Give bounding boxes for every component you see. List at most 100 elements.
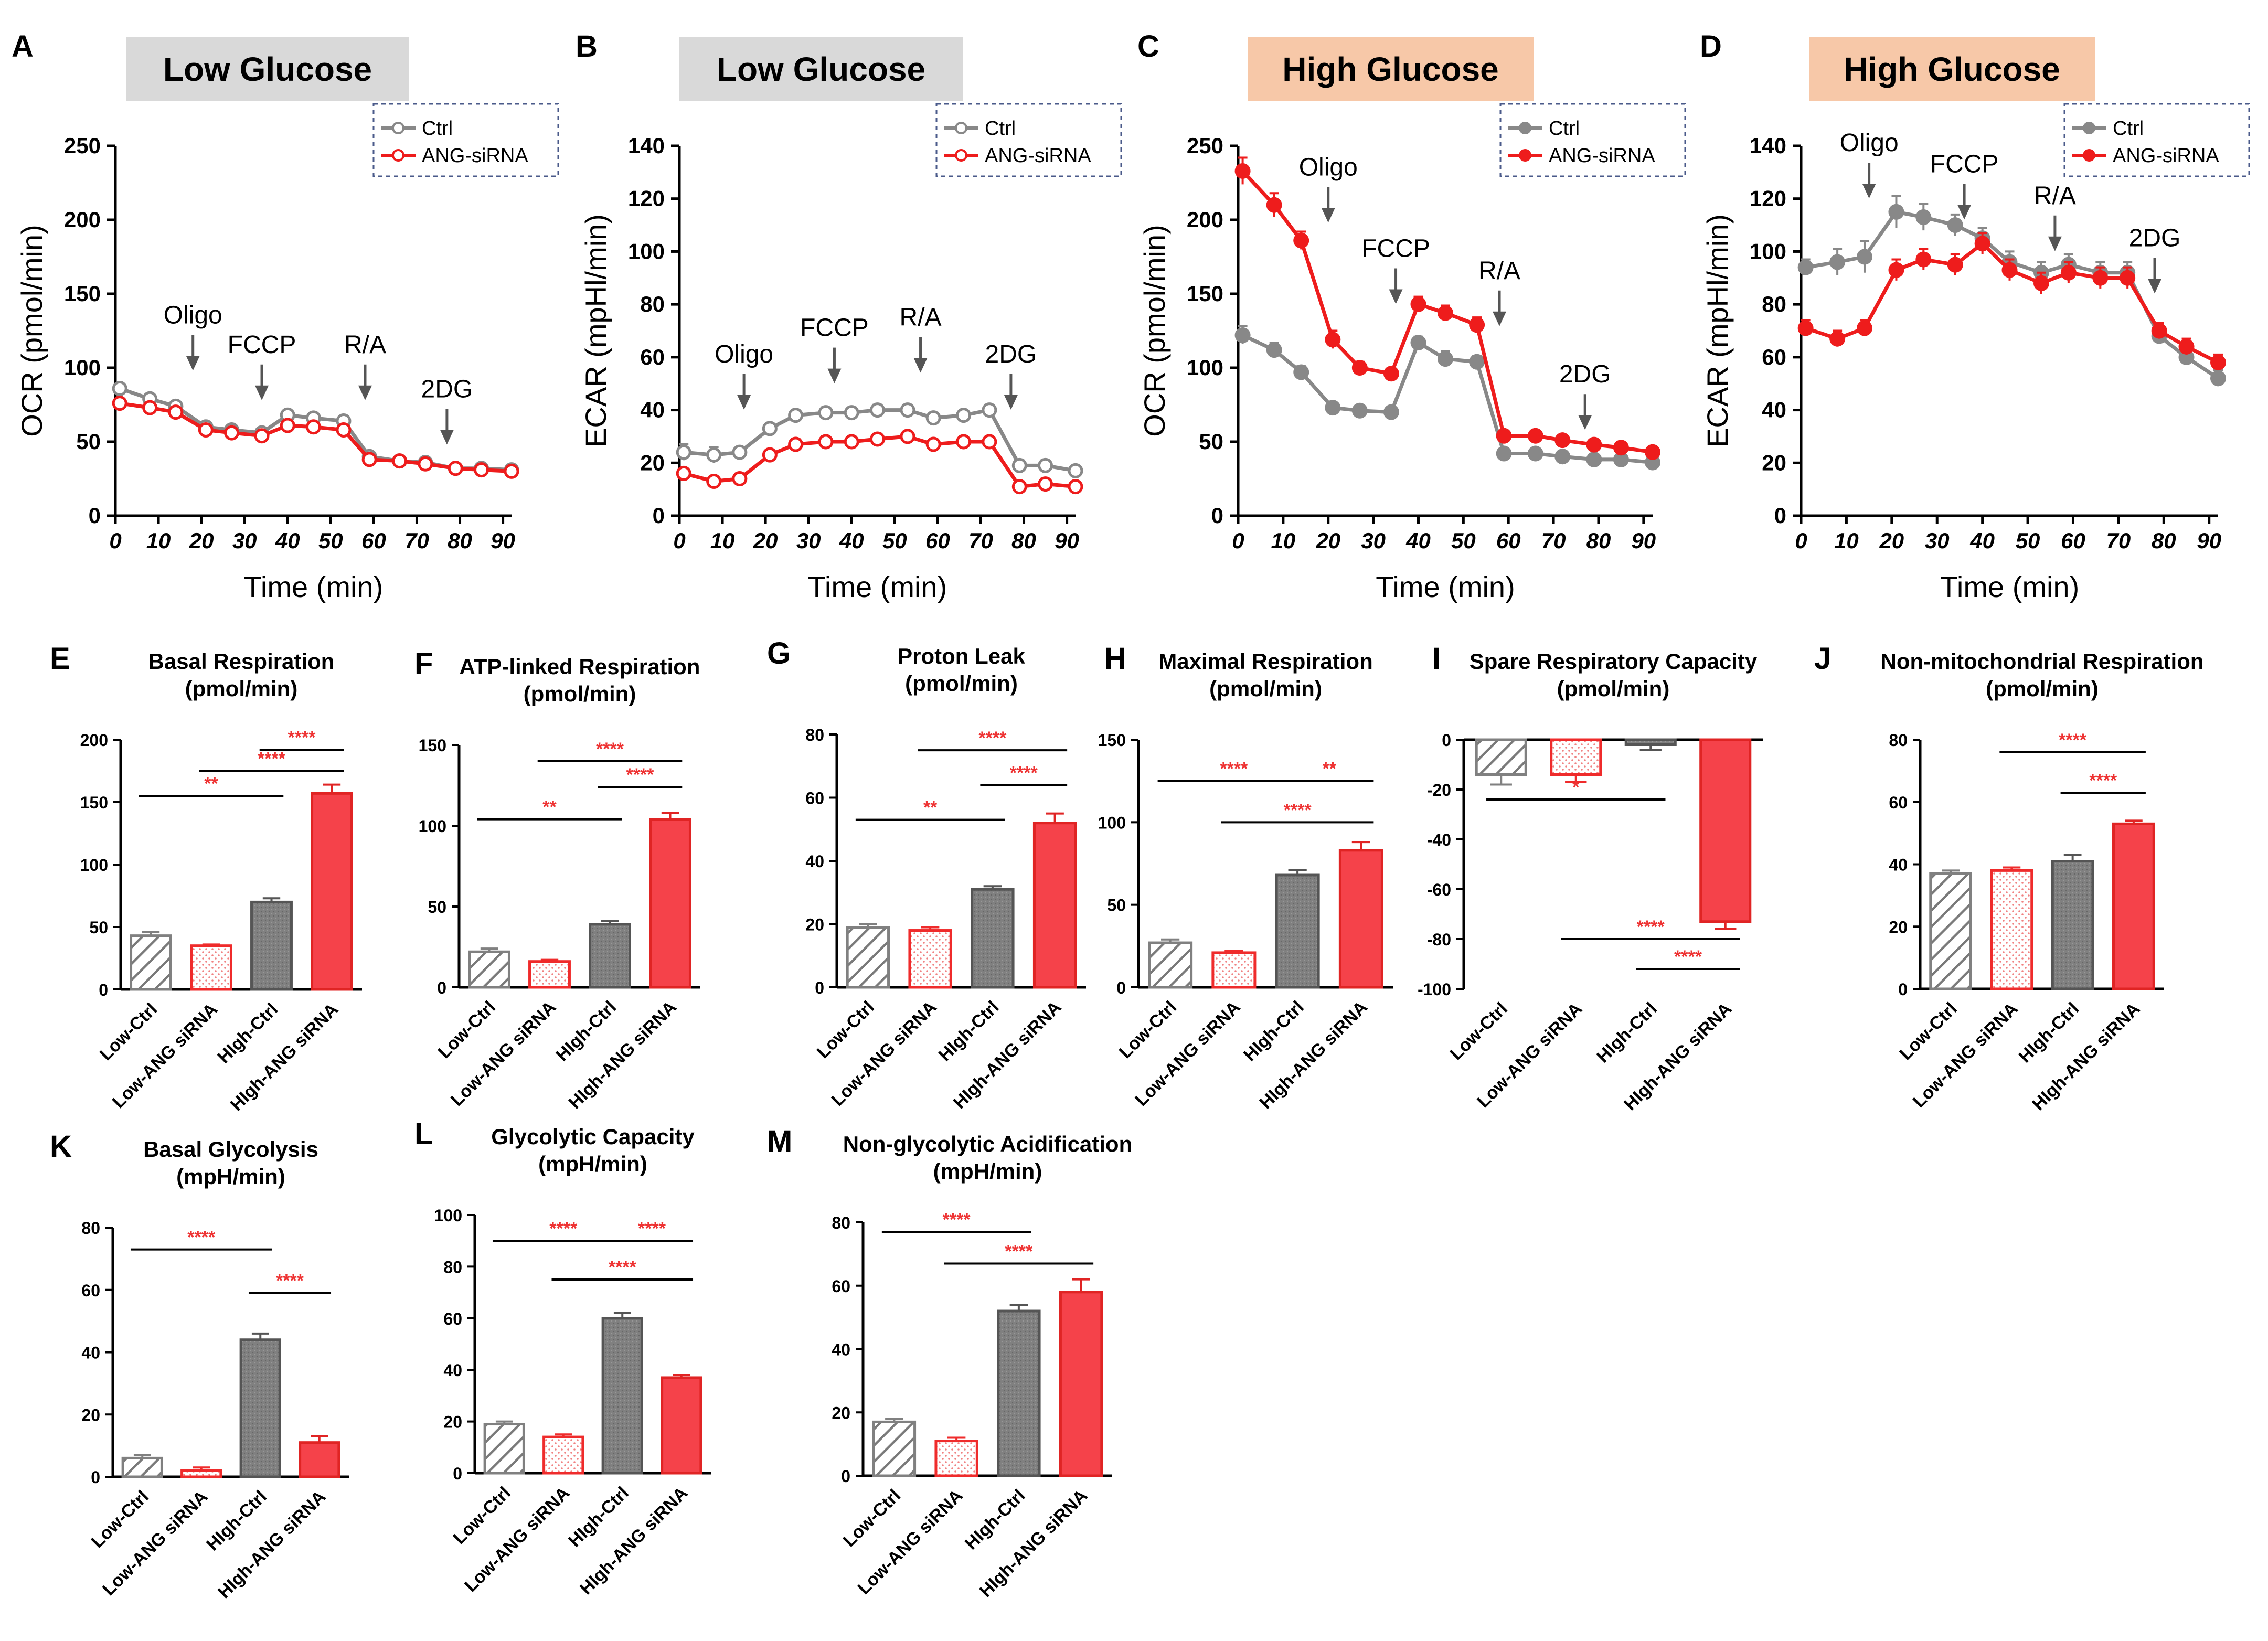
category-label: Low-ANG siRNA [1909, 999, 2022, 1112]
panel-j: J Non-mitochondrial Respiration(pmol/min)… [1814, 642, 2204, 1114]
data-point [504, 463, 519, 479]
significance-label: **** [1284, 800, 1312, 820]
data-point [1325, 332, 1341, 348]
bar [180, 1469, 222, 1478]
x-tick-label: 40 [1405, 528, 1431, 553]
y-tick-label: 100 [1098, 813, 1126, 832]
data-point [676, 444, 691, 460]
significance-label: **** [1674, 947, 1702, 967]
data-point [1068, 479, 1083, 495]
legend-box [2063, 103, 2250, 177]
y-tick-label: 40 [1762, 398, 1786, 422]
chart-title: (pmol/min) [185, 676, 298, 701]
bar [299, 1441, 340, 1478]
y-tick-label: 20 [81, 1405, 100, 1424]
bar [1211, 951, 1257, 989]
significance-label: ** [923, 798, 938, 818]
x-tick-label: 20 [189, 528, 214, 553]
x-tick-label: 30 [232, 528, 257, 553]
bar [649, 818, 691, 989]
arrow-head-icon [913, 358, 928, 373]
y-tick-label: 60 [1762, 345, 1786, 369]
chart-title: (mpH/min) [933, 1159, 1042, 1184]
y-tick-label: 120 [1750, 186, 1786, 211]
y-tick-label: -40 [1427, 830, 1451, 849]
significance-label: ** [1323, 759, 1337, 779]
data-point [1613, 451, 1629, 467]
y-tick-label: 150 [419, 736, 446, 755]
bar [997, 1309, 1041, 1477]
significance-label: **** [187, 1228, 216, 1248]
significance-label: **** [1005, 1241, 1033, 1261]
data-point [788, 408, 804, 423]
x-tick-label: 80 [1586, 528, 1611, 553]
significance-label: **** [288, 728, 316, 748]
legend-label: Ctrl [422, 118, 453, 140]
y-tick-label: 150 [80, 793, 108, 812]
panel-b: B Low Glucose 0 20 40 60 80 100 120 140 0 10 20 30 40 5… [576, 29, 1122, 603]
legend: Ctrl ANG-siRNA [935, 103, 1122, 177]
legend-marker [392, 149, 404, 162]
significance-label: ** [542, 797, 557, 817]
data-point [1011, 457, 1027, 473]
data-point [1383, 366, 1399, 382]
y-tick-label: -80 [1427, 930, 1451, 949]
bar [1699, 738, 1752, 923]
significance-label: **** [276, 1271, 304, 1291]
data-point [1438, 351, 1453, 367]
x-tick-label: 10 [146, 528, 171, 553]
chart-title: (mpH/min) [538, 1152, 647, 1176]
data-point [1410, 335, 1426, 351]
x-tick-label: 90 [1631, 528, 1656, 553]
y-tick-label: 0 [1116, 978, 1126, 997]
title-box [679, 37, 963, 101]
x-tick-label: 10 [1271, 528, 1296, 553]
panel-letter: B [576, 29, 598, 63]
y-tick-label: 200 [80, 731, 108, 750]
data-point [1038, 476, 1053, 492]
significance-label: **** [2059, 730, 2087, 750]
data-point [224, 425, 240, 441]
category-label: Low-Ctrl [813, 997, 878, 1062]
chart-title: High Glucose [1844, 50, 2060, 88]
category-label: HIgh-ANG siRNA [227, 999, 343, 1115]
data-point [844, 405, 859, 421]
panel-letter: M [767, 1124, 792, 1158]
chart-title: Basal Respiration [148, 649, 335, 674]
y-tick-label: 60 [832, 1277, 850, 1296]
y-tick-label: 0 [841, 1467, 850, 1486]
significance-label: **** [943, 1210, 971, 1230]
significance-label: **** [596, 739, 624, 759]
y-tick-label: 50 [76, 429, 101, 454]
chart-title: Low Glucose [163, 50, 372, 88]
y-axis-label: ECAR (mpHl/min) [579, 214, 612, 447]
data-point [818, 405, 834, 421]
data-point [1974, 236, 1990, 252]
bar [1550, 738, 1602, 776]
y-tick-label: -100 [1418, 980, 1451, 999]
y-tick-label: 100 [64, 355, 101, 380]
bar [601, 1317, 643, 1475]
y-axis-label: OCR (pmol/min) [15, 225, 48, 436]
chart-title: (mpH/min) [176, 1164, 285, 1189]
data-point [1829, 254, 1846, 270]
data-point [925, 410, 941, 426]
panel-letter: C [1137, 29, 1159, 63]
x-tick-label: 50 [882, 528, 907, 553]
data-point [1469, 354, 1485, 370]
legend-marker [2083, 149, 2095, 162]
bar [872, 1420, 917, 1477]
data-point [2178, 338, 2195, 355]
bar [1624, 738, 1677, 746]
x-axis-label: Time (min) [1940, 570, 2079, 603]
y-tick-label: 0 [1442, 731, 1451, 750]
category-label: HIgh-Ctrl [1240, 997, 1308, 1065]
panel-letter: H [1104, 642, 1126, 676]
data-point [1527, 445, 1543, 462]
arrow-head-icon [827, 368, 842, 383]
x-tick-label: 0 [1232, 528, 1244, 553]
x-tick-label: 60 [361, 528, 386, 553]
x-tick-label: 10 [1834, 528, 1859, 553]
y-tick-label: 150 [64, 281, 101, 306]
bar [542, 1435, 584, 1475]
